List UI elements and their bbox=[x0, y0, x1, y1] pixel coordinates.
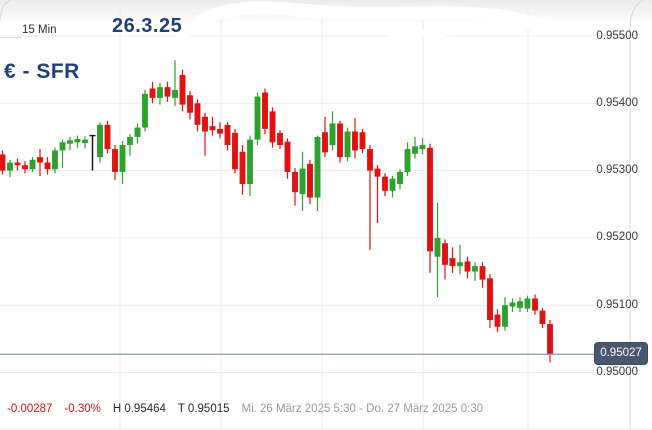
candle bbox=[52, 147, 58, 174]
candle bbox=[472, 262, 478, 281]
candle bbox=[382, 173, 388, 197]
candle bbox=[179, 69, 186, 112]
candle bbox=[37, 149, 43, 176]
candle bbox=[157, 83, 163, 105]
candle bbox=[464, 256, 471, 279]
candle bbox=[412, 136, 418, 159]
candle bbox=[367, 145, 373, 251]
candle bbox=[89, 134, 96, 171]
change-percent: -0.30% bbox=[64, 403, 101, 415]
y-axis-label: 0.95100 bbox=[596, 298, 638, 311]
candle bbox=[194, 99, 201, 132]
candle bbox=[479, 262, 486, 288]
y-axis-label: 0.95000 bbox=[596, 366, 638, 378]
candle bbox=[14, 158, 21, 171]
last-price-badge: 0.95027 bbox=[594, 342, 648, 365]
candle bbox=[262, 88, 268, 135]
candle bbox=[67, 136, 73, 151]
candle bbox=[224, 122, 231, 151]
candle bbox=[487, 274, 493, 329]
candle bbox=[0, 150, 6, 175]
candle bbox=[209, 116, 216, 136]
candle bbox=[442, 239, 448, 280]
candle bbox=[112, 145, 118, 181]
chart-date-label: 26.3.25 bbox=[112, 15, 183, 37]
candle bbox=[524, 295, 531, 312]
candle bbox=[172, 60, 178, 106]
candle bbox=[44, 157, 51, 175]
candle bbox=[74, 135, 81, 148]
candle bbox=[127, 134, 133, 156]
candle bbox=[277, 130, 283, 150]
candle bbox=[374, 165, 381, 224]
candle bbox=[502, 297, 508, 331]
session-low: T 0.95015 bbox=[177, 403, 230, 415]
candle bbox=[337, 120, 343, 163]
candle bbox=[457, 244, 463, 275]
candle bbox=[517, 297, 523, 312]
y-axis-label: 0.95300 bbox=[596, 164, 638, 177]
candle bbox=[547, 320, 553, 363]
candle bbox=[389, 175, 396, 198]
candle bbox=[104, 120, 111, 154]
status-bar: -0.00287 -0.30% H 0.95464 T 0.95015 Mi. … bbox=[7, 403, 483, 415]
candle bbox=[359, 128, 366, 154]
candle bbox=[292, 167, 298, 206]
candle bbox=[247, 135, 253, 197]
date-range: Mi. 26 März 2025 5:30 - Do. 27 März 2025… bbox=[241, 403, 484, 415]
session-high: H 0.95464 bbox=[112, 403, 166, 415]
candle bbox=[419, 138, 426, 155]
candle bbox=[494, 309, 501, 333]
candle bbox=[434, 202, 441, 298]
candle bbox=[142, 89, 148, 132]
candle bbox=[427, 143, 433, 273]
candle bbox=[164, 81, 171, 102]
y-axis-label: 0.95200 bbox=[596, 231, 638, 244]
candle bbox=[59, 139, 66, 168]
candle bbox=[344, 127, 351, 162]
candle bbox=[284, 138, 291, 179]
candle bbox=[532, 294, 538, 315]
y-axis-label: 0.95400 bbox=[596, 96, 638, 109]
candle bbox=[314, 135, 321, 211]
candle bbox=[329, 111, 336, 151]
candle bbox=[539, 307, 546, 329]
y-axis-label: 0.95500 bbox=[596, 29, 638, 42]
gridlines bbox=[0, 0, 630, 430]
candle bbox=[269, 107, 276, 148]
candles bbox=[0, 60, 553, 363]
candle bbox=[397, 169, 403, 190]
candle bbox=[299, 151, 306, 211]
candle bbox=[232, 128, 238, 174]
candle bbox=[352, 118, 358, 159]
timeframe-selector[interactable]: 15 Min bbox=[22, 24, 57, 36]
candle bbox=[97, 122, 103, 163]
candle bbox=[7, 159, 13, 178]
change-absolute: -0.00287 bbox=[7, 403, 53, 415]
candle bbox=[239, 145, 246, 195]
candle bbox=[29, 157, 36, 172]
candle bbox=[202, 112, 208, 156]
candle bbox=[217, 122, 223, 139]
swoosh-watermark bbox=[175, 1, 555, 41]
candle bbox=[449, 247, 456, 273]
candle bbox=[134, 123, 141, 144]
candle bbox=[322, 116, 328, 158]
candle bbox=[509, 298, 516, 312]
instrument-label: € - SFR bbox=[4, 60, 80, 83]
candle bbox=[22, 161, 28, 174]
candle bbox=[82, 136, 88, 149]
candle bbox=[307, 159, 313, 205]
candle bbox=[119, 140, 126, 185]
candle bbox=[404, 142, 411, 176]
candle bbox=[149, 81, 156, 104]
candle bbox=[187, 91, 193, 120]
candle bbox=[254, 92, 261, 146]
